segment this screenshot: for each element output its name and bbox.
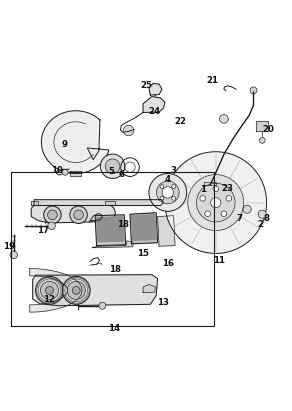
Circle shape xyxy=(221,211,227,217)
Polygon shape xyxy=(97,217,124,242)
Polygon shape xyxy=(95,215,126,246)
Text: 2: 2 xyxy=(258,220,264,229)
Circle shape xyxy=(10,251,18,259)
Circle shape xyxy=(100,154,125,178)
Text: 17: 17 xyxy=(37,226,49,235)
Polygon shape xyxy=(33,275,158,306)
Text: 3: 3 xyxy=(171,166,177,175)
Text: 22: 22 xyxy=(175,117,187,126)
Polygon shape xyxy=(70,171,81,175)
Circle shape xyxy=(74,210,84,219)
Polygon shape xyxy=(149,83,162,95)
Circle shape xyxy=(259,138,265,143)
Polygon shape xyxy=(256,121,268,132)
Text: 13: 13 xyxy=(157,298,169,307)
Text: 5: 5 xyxy=(108,167,114,176)
Polygon shape xyxy=(143,97,165,113)
Polygon shape xyxy=(204,182,216,185)
Circle shape xyxy=(72,286,80,294)
Polygon shape xyxy=(41,111,109,173)
Circle shape xyxy=(211,198,221,208)
Polygon shape xyxy=(31,206,115,223)
Circle shape xyxy=(46,286,53,294)
Text: 12: 12 xyxy=(43,296,55,305)
Circle shape xyxy=(149,173,187,211)
Text: 4: 4 xyxy=(165,175,171,184)
Circle shape xyxy=(226,196,232,201)
Text: 18: 18 xyxy=(110,265,121,274)
Text: 8: 8 xyxy=(264,214,270,223)
Polygon shape xyxy=(158,216,175,246)
Text: 20: 20 xyxy=(262,125,274,134)
Circle shape xyxy=(200,196,206,201)
Circle shape xyxy=(188,175,244,231)
Text: 21: 21 xyxy=(207,76,219,85)
Circle shape xyxy=(258,210,266,218)
Text: 15: 15 xyxy=(137,249,149,258)
Bar xyxy=(11,172,214,326)
Text: 7: 7 xyxy=(236,214,242,223)
Circle shape xyxy=(250,87,257,94)
Polygon shape xyxy=(30,268,82,312)
Circle shape xyxy=(48,222,55,230)
Circle shape xyxy=(62,169,68,175)
Text: 23: 23 xyxy=(221,184,233,193)
Polygon shape xyxy=(31,201,39,206)
Circle shape xyxy=(67,281,85,300)
Circle shape xyxy=(160,185,164,188)
Polygon shape xyxy=(143,284,155,293)
Circle shape xyxy=(105,159,120,173)
Circle shape xyxy=(48,210,57,219)
Text: 25: 25 xyxy=(140,81,152,90)
Circle shape xyxy=(162,187,173,198)
Text: 24: 24 xyxy=(149,106,161,115)
Text: 14: 14 xyxy=(108,323,120,332)
Circle shape xyxy=(44,206,61,224)
Polygon shape xyxy=(92,241,133,248)
Text: 1: 1 xyxy=(200,185,206,194)
Polygon shape xyxy=(131,215,156,240)
Text: 10: 10 xyxy=(51,166,63,175)
Circle shape xyxy=(172,196,175,200)
Circle shape xyxy=(220,115,228,123)
Text: 11: 11 xyxy=(213,256,225,265)
Circle shape xyxy=(172,185,175,188)
Circle shape xyxy=(160,196,164,200)
Polygon shape xyxy=(105,201,115,206)
Polygon shape xyxy=(34,200,164,206)
Circle shape xyxy=(213,186,218,192)
Circle shape xyxy=(165,152,267,254)
Circle shape xyxy=(123,125,134,136)
Text: 19: 19 xyxy=(3,242,15,251)
Text: 6: 6 xyxy=(118,171,124,180)
Text: 18: 18 xyxy=(117,220,129,229)
Circle shape xyxy=(62,277,90,304)
Text: 9: 9 xyxy=(62,140,68,149)
Circle shape xyxy=(99,302,106,309)
Circle shape xyxy=(205,211,211,217)
Polygon shape xyxy=(130,213,158,244)
Circle shape xyxy=(197,183,235,222)
Circle shape xyxy=(36,277,63,304)
Circle shape xyxy=(41,281,59,300)
Text: 16: 16 xyxy=(162,259,174,268)
Circle shape xyxy=(157,181,179,204)
Circle shape xyxy=(70,206,87,224)
Circle shape xyxy=(243,205,251,213)
